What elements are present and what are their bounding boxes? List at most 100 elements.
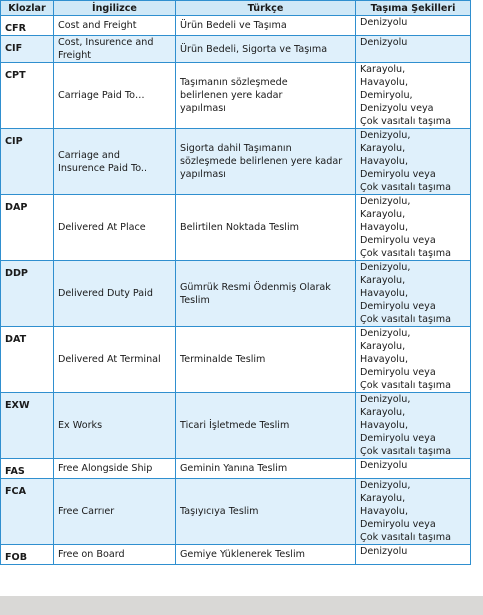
cell-line: Gemiye Yüklenerek Teslim <box>180 549 305 560</box>
header-cell: Taşıma Şekilleri <box>355 0 471 16</box>
cell-line: Denizyolu <box>360 37 408 48</box>
cell-line: Ex Works <box>58 420 103 431</box>
cell-line: Freight <box>58 50 92 61</box>
footer-band <box>0 596 483 615</box>
kloz-cell: CIP <box>0 128 54 195</box>
table-row: DAP Delivered At Place Belirtilen Noktada … <box>0 194 471 261</box>
mode-cell: Denizyolu <box>355 35 471 63</box>
mode-cell: Denizyolu, Karayolu, Havayolu, Demiryolu ve… <box>355 260 471 327</box>
cell-line: Demiryolu veya <box>360 301 436 312</box>
cell-line: Delivered At Terminal <box>58 354 161 365</box>
english-cell: Free Carrıer <box>53 478 176 545</box>
cell-line: Havayolu, <box>360 420 408 431</box>
cell-line: yapılması <box>180 103 226 114</box>
cell-line: CIP <box>5 136 23 147</box>
turkish-cell: Gemiye Yüklenerek Teslim <box>175 544 356 565</box>
mode-cell: Denizyolu, Karayolu, Havayolu, Demiryolu ve… <box>355 326 471 393</box>
cell-line: Carriage and <box>58 149 120 161</box>
cell-line: Terminalde Teslim <box>180 354 266 365</box>
cell-line: Denizyolu, <box>360 262 411 273</box>
cell-line: FCA <box>5 486 27 497</box>
table-row: CIP Carriage and Insurence Paid To.. Sigort… <box>0 128 471 195</box>
cell-line: Free Alongside Ship <box>58 463 153 474</box>
cell-line: CFR <box>5 23 26 34</box>
cell-line: Demiryolu veya <box>360 235 436 246</box>
kloz-cell: DAT <box>0 326 54 393</box>
cell-line: FAS <box>5 466 25 477</box>
english-cell: Cost and Freight <box>53 15 176 36</box>
english-cell: Free on Board <box>53 544 176 565</box>
cell-line: Denizyolu <box>360 460 408 471</box>
table-row: CIF Cost, Insurence and Freight Ürün Bedeli… <box>0 35 471 63</box>
header-cell: Klozlar <box>0 0 54 16</box>
cell-line: Demiryolu veya <box>360 169 436 180</box>
english-cell: Carriage and Insurence Paid To.. <box>53 128 176 195</box>
turkish-cell: Ürün Bedeli ve Taşıma <box>175 15 356 36</box>
cell-line: Denizyolu <box>360 546 408 557</box>
cell-line: Taşıyıcıya Teslim <box>180 506 259 517</box>
cell-line: FOB <box>5 552 28 563</box>
table-row: DAT Delivered At Terminal Terminalde Tesli… <box>0 326 471 393</box>
header-cell: Türkçe <box>175 0 356 16</box>
kloz-cell: FOB <box>0 544 54 565</box>
mode-cell: Denizyolu <box>355 458 471 479</box>
cell-line: Taşımanın sözleşmede <box>180 77 288 88</box>
turkish-cell: Sigorta dahil Taşımanın sözleşmede belirl… <box>175 128 356 195</box>
cell-line: DDP <box>5 268 28 279</box>
cell-line: Free Carrıer <box>58 506 115 517</box>
english-cell: Delivered At Terminal <box>53 326 176 393</box>
table-row: CPT Carriage Paid To… Taşımanın sözleşmede… <box>0 62 471 129</box>
cell-line: Karayolu, <box>360 143 406 154</box>
header-row: Klozlar İngilizce Türkçe Taşıma Şekilleri <box>0 0 471 16</box>
cell-line: Sigorta dahil Taşımanın <box>180 143 292 154</box>
turkish-cell: Gümrük Resmi Ödenmiş Olarak Teslim <box>175 260 356 327</box>
cell-line: Free on Board <box>58 549 125 560</box>
cell-line: Karayolu, <box>360 64 406 75</box>
cell-line: Havayolu, <box>360 354 408 365</box>
cell-line: Denizyolu, <box>360 328 411 339</box>
cell-line: Çok vasıtalı taşıma <box>360 248 451 259</box>
cell-line: yapılması <box>180 169 226 180</box>
english-cell: Cost, Insurence and Freight <box>53 35 176 63</box>
cell-line: Insurence Paid To.. <box>58 162 147 174</box>
cell-line: Karayolu, <box>360 341 406 352</box>
english-cell: Delivered Duty Paid <box>53 260 176 327</box>
kloz-cell: FCA <box>0 478 54 545</box>
cell-line: CIF <box>5 43 23 54</box>
header-cell: İngilizce <box>53 0 176 16</box>
cell-line: Denizyolu, <box>360 130 411 141</box>
kloz-cell: EXW <box>0 392 54 459</box>
cell-line: Çok vasıtalı taşıma <box>360 314 451 325</box>
cell-line: Havayolu, <box>360 506 408 517</box>
cell-line: Havayolu, <box>360 156 408 167</box>
turkish-cell: Belirtilen Noktada Teslim <box>175 194 356 261</box>
kloz-cell: DAP <box>0 194 54 261</box>
cell-line: sözleşmede belirlenen yere kadar <box>180 156 343 167</box>
turkish-cell: Taşıyıcıya Teslim <box>175 478 356 545</box>
table-row: EXW Ex Works Ticari İşletmede Teslim Denizy… <box>0 392 471 459</box>
cell-line: Demiryolu veya <box>360 367 436 378</box>
cell-line: Çok vasıtalı taşıma <box>360 446 451 457</box>
cell-line: DAP <box>5 202 28 213</box>
english-cell: Ex Works <box>53 392 176 459</box>
cell-line: Denizyolu veya <box>360 103 434 114</box>
turkish-cell: Terminalde Teslim <box>175 326 356 393</box>
cell-line: Denizyolu <box>360 17 408 28</box>
cell-line: Denizyolu, <box>360 196 411 207</box>
table-row: FAS Free Alongside Ship Geminin Yanına Tes… <box>0 458 471 479</box>
table-row: DDP Delivered Duty Paid Gümrük Resmi Ödenm… <box>0 260 471 327</box>
cell-line: EXW <box>5 400 30 411</box>
cell-line: Ticari İşletmede Teslim <box>180 420 290 431</box>
kloz-cell: FAS <box>0 458 54 479</box>
kloz-cell: CIF <box>0 35 54 63</box>
cell-line: Denizyolu, <box>360 480 411 491</box>
mode-cell: Denizyolu, Karayolu, Havayolu, Demiryolu ve… <box>355 128 471 195</box>
cell-line: Demiryolu veya <box>360 519 436 530</box>
turkish-cell: Taşımanın sözleşmede belirlenen yere kada… <box>175 62 356 129</box>
turkish-cell: Ürün Bedeli, Sigorta ve Taşıma <box>175 35 356 63</box>
cell-line: Carriage Paid To… <box>58 90 145 101</box>
mode-cell: Denizyolu, Karayolu, Havayolu, Demiryolu ve… <box>355 392 471 459</box>
mode-cell: Denizyolu <box>355 15 471 36</box>
cell-line: Ürün Bedeli, Sigorta ve Taşıma <box>180 43 328 55</box>
cell-line: Demiryolu veya <box>360 433 436 444</box>
